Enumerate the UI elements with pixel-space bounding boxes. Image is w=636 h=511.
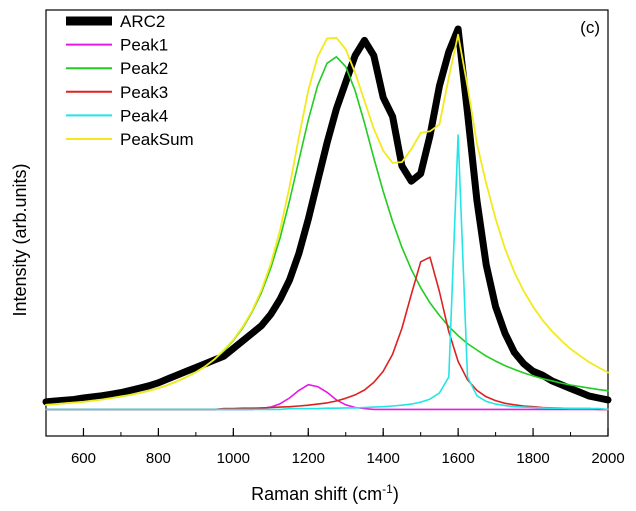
x-tick-label: 1600 (441, 450, 474, 467)
x-tick-label: 2000 (591, 450, 624, 467)
legend-label-peak4: Peak4 (120, 106, 168, 125)
x-tick-label: 1200 (292, 450, 325, 467)
x-axis-title-suffix: ) (393, 484, 399, 504)
x-axis: 600 800 1000 1200 1400 1600 1800 2000 (45, 428, 625, 467)
x-tick-label: 1000 (217, 450, 250, 467)
legend-label-arc2: ARC2 (120, 12, 165, 31)
legend-label-peak2: Peak2 (120, 59, 168, 78)
legend-label-peaksum: PeakSum (120, 130, 194, 149)
y-axis-title: Intensity (arb.units) (10, 163, 30, 316)
legend: ARC2 Peak1 Peak2 Peak3 Peak4 PeakSum (66, 12, 194, 149)
x-tick-label: 1400 (367, 450, 400, 467)
series-line-peaksum (45, 33, 609, 406)
x-tick-label: 800 (146, 450, 171, 467)
x-axis-title-superscript: -1 (382, 482, 393, 496)
plot-frame (45, 9, 609, 437)
x-tick-label: 1800 (516, 450, 549, 467)
series-layer (42, 25, 612, 411)
panel-label: (c) (580, 18, 600, 37)
series-line-arc2 (42, 25, 612, 406)
series-line-peak3 (45, 256, 609, 411)
x-axis-title: Raman shift (cm-1) (251, 482, 399, 504)
x-tick-label: 600 (71, 450, 96, 467)
x-axis-title-main: Raman shift (cm (251, 484, 382, 504)
series-line-peak4 (45, 134, 609, 411)
legend-label-peak1: Peak1 (120, 36, 168, 55)
legend-label-peak3: Peak3 (120, 83, 168, 102)
